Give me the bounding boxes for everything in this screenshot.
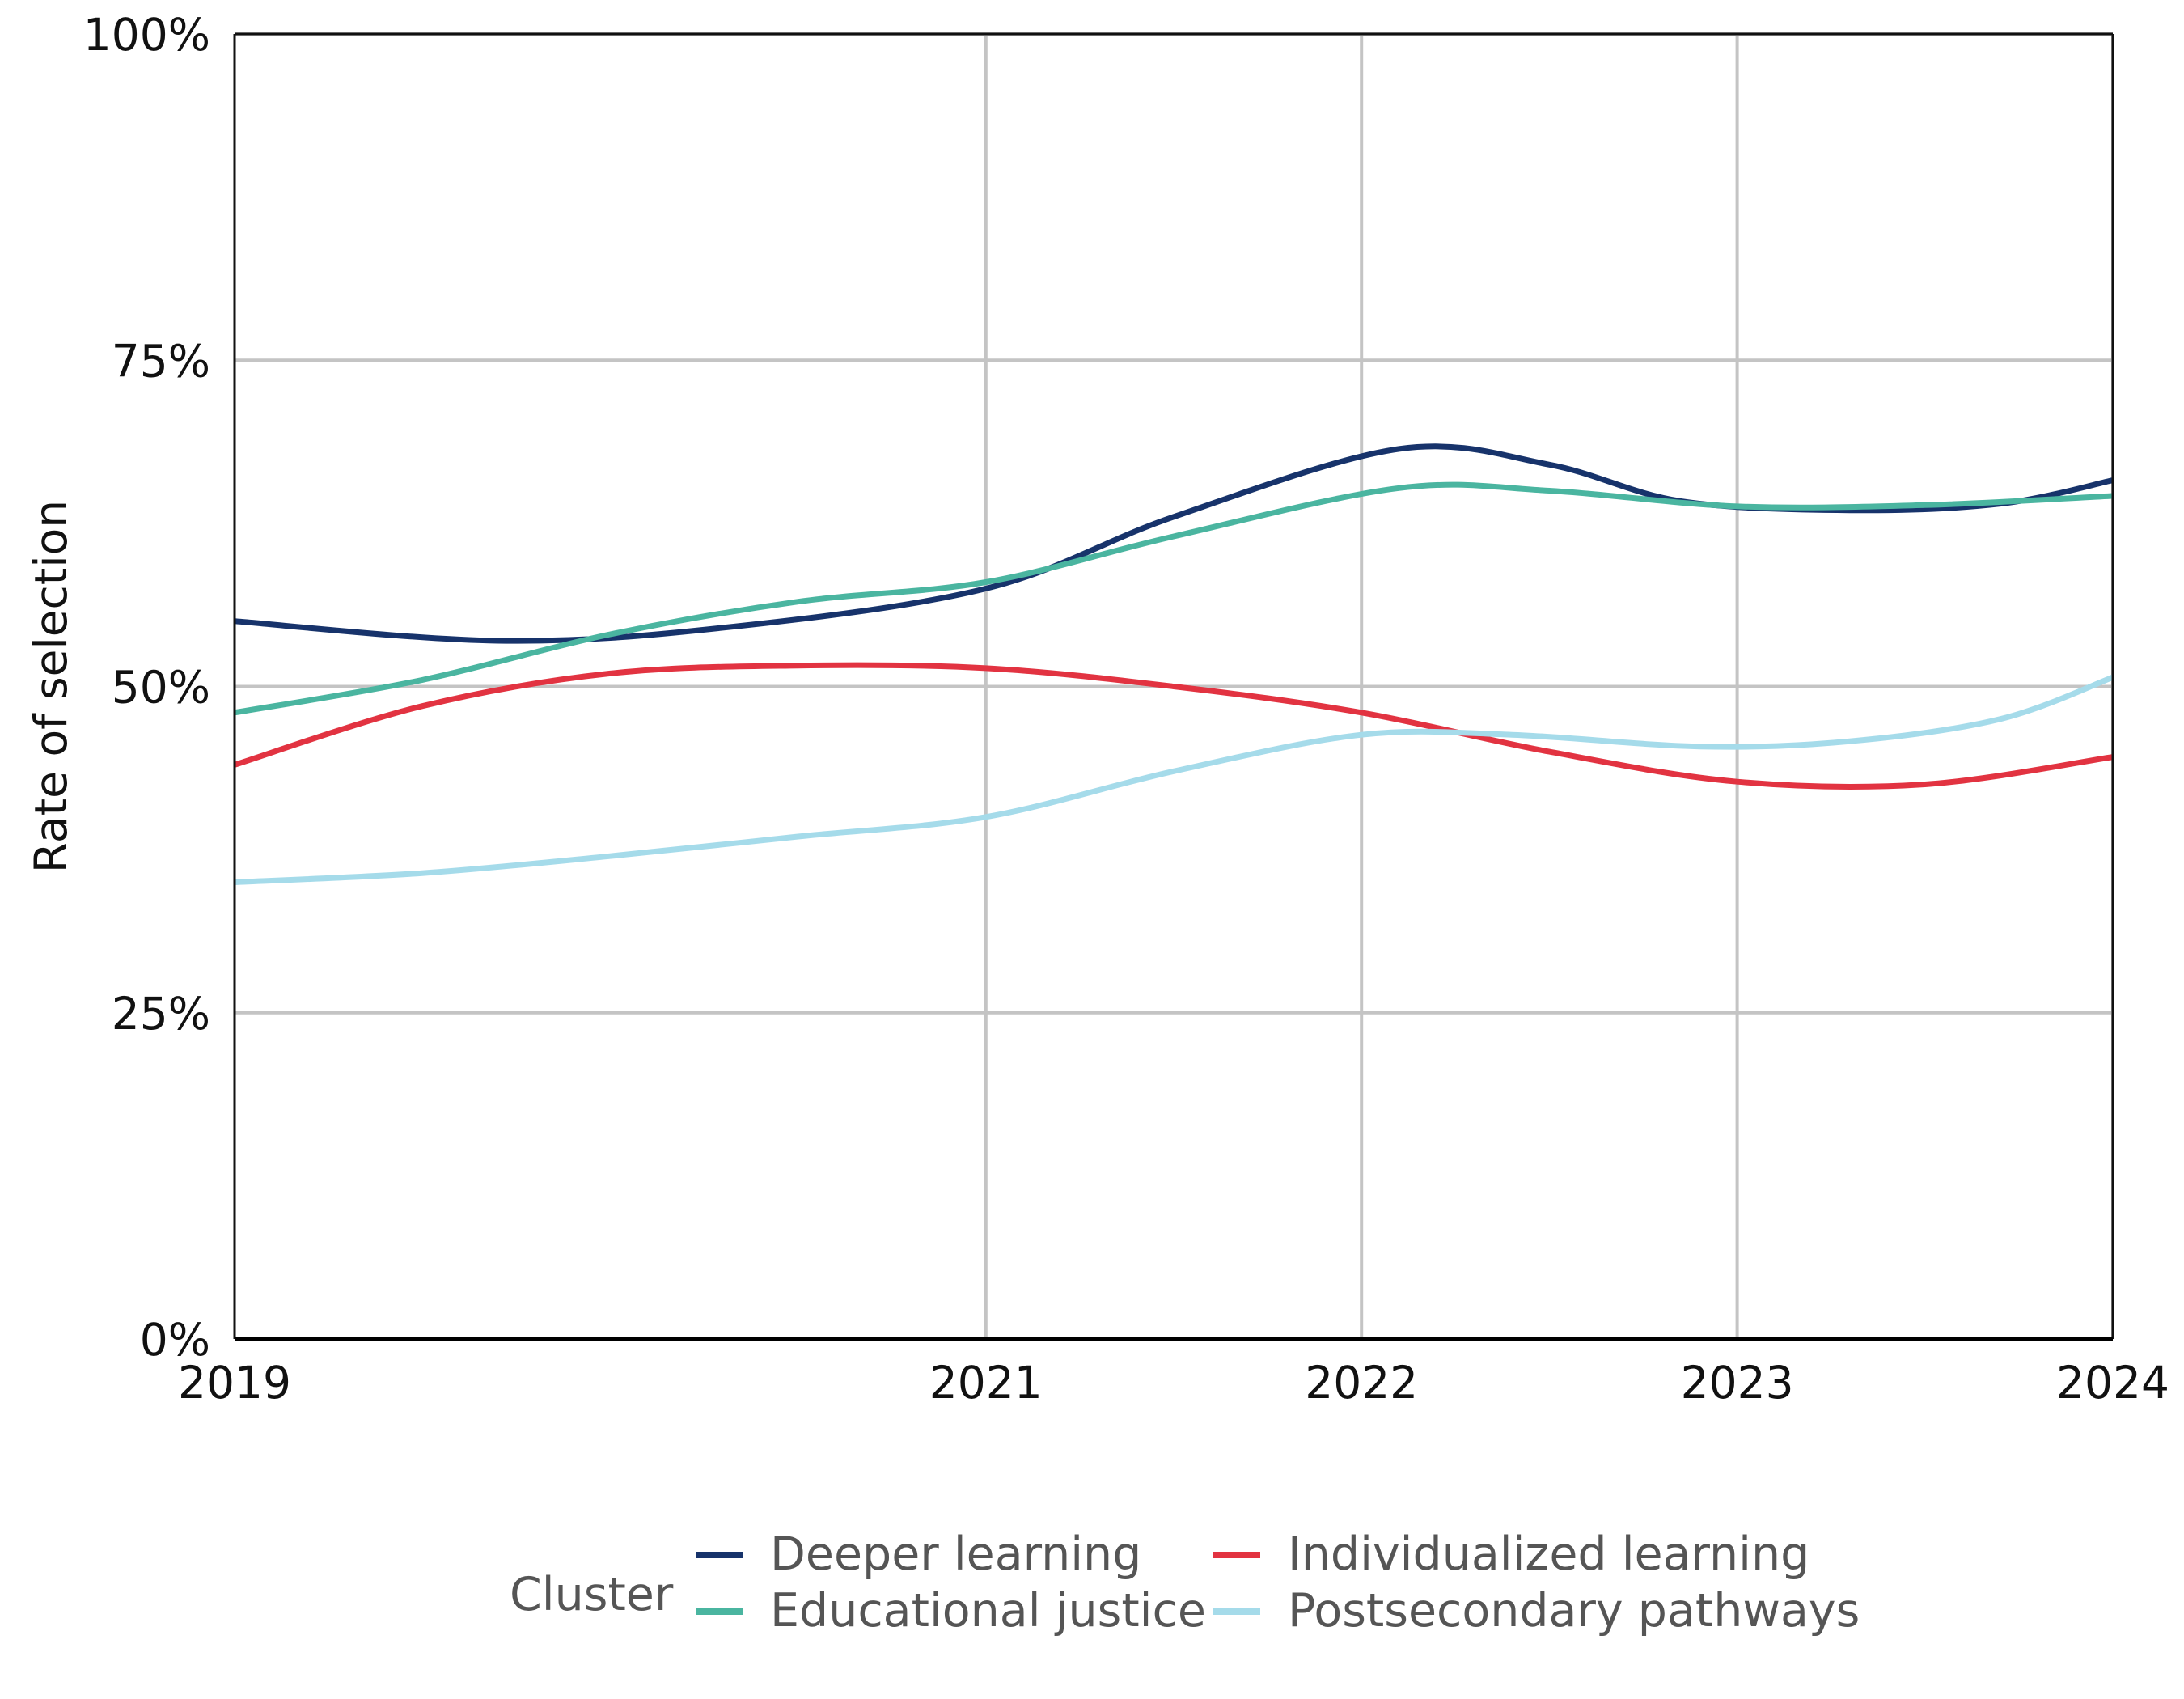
legend-label: Educational justice [770,1584,1206,1638]
x-tick-label: 2021 [929,1357,1043,1409]
y-tick-label: 0% [140,1314,210,1366]
x-tick-label: 2023 [1681,1357,1794,1409]
x-tick-label: 2019 [178,1357,291,1409]
legend-title: Cluster [510,1568,674,1621]
y-tick-label: 50% [112,662,210,714]
series-line-deeper-learning [234,443,2114,644]
series-line-individualized-learning [233,662,2114,790]
series-line-postsecondary-pathways [234,674,2114,885]
x-tick-label: 2022 [1305,1357,1418,1409]
y-tick-label: 25% [112,988,210,1040]
series-line-educational-justice [234,481,2114,716]
series-lines [233,443,2114,885]
tick-labels: 0% 25% 50% 75% 100% 2019 2021 2022 2023 2024 [83,9,2169,1409]
y-axis-title: Rate of selection [25,500,77,873]
y-tick-label: 75% [112,335,210,387]
x-tick-label: 2024 [2056,1357,2169,1409]
legend-label: Deeper learning [770,1527,1141,1581]
legend-label: Individualized learning [1288,1527,1809,1581]
axes [233,32,2114,1341]
legend-label: Postsecondary pathways [1288,1584,1860,1638]
y-tick-label: 100% [83,9,210,61]
